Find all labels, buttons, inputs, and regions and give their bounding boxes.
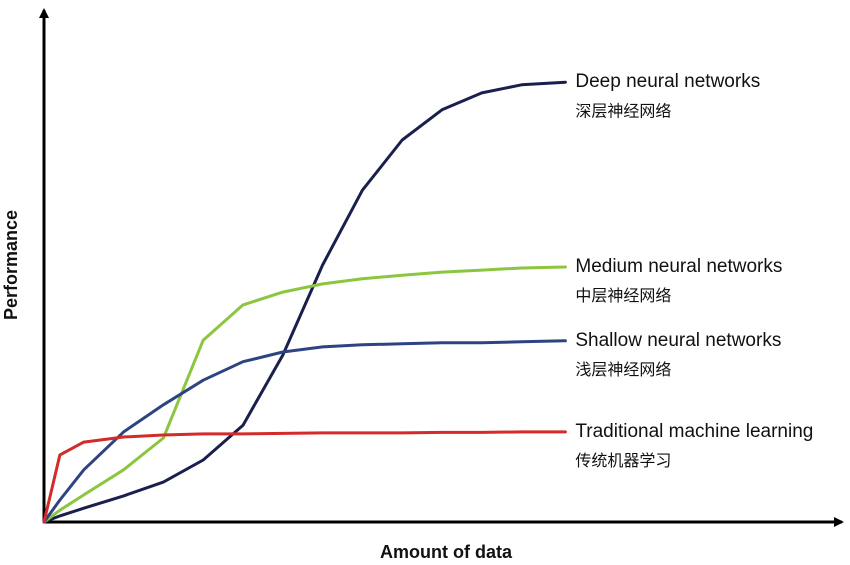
series-line bbox=[42, 430, 567, 524]
series-label-zh: 中层神经网络 bbox=[575, 286, 671, 305]
series-label: Deep neural networks bbox=[575, 71, 760, 92]
series-line bbox=[42, 265, 567, 524]
x-axis-title: Amount of data bbox=[380, 542, 513, 562]
series-label-zh: 浅层神经网络 bbox=[575, 360, 671, 379]
series-label-zh: 传统机器学习 bbox=[575, 452, 671, 470]
y-axis-title: Performance bbox=[1, 210, 21, 320]
series-label-zh: 深层神经网络 bbox=[575, 101, 671, 120]
series-line bbox=[42, 339, 567, 524]
series-label: Medium neural networks bbox=[575, 256, 782, 277]
series-label: Shallow neural networks bbox=[575, 330, 781, 351]
series-line bbox=[42, 80, 567, 524]
series-label: Traditional machine learning bbox=[575, 421, 813, 442]
